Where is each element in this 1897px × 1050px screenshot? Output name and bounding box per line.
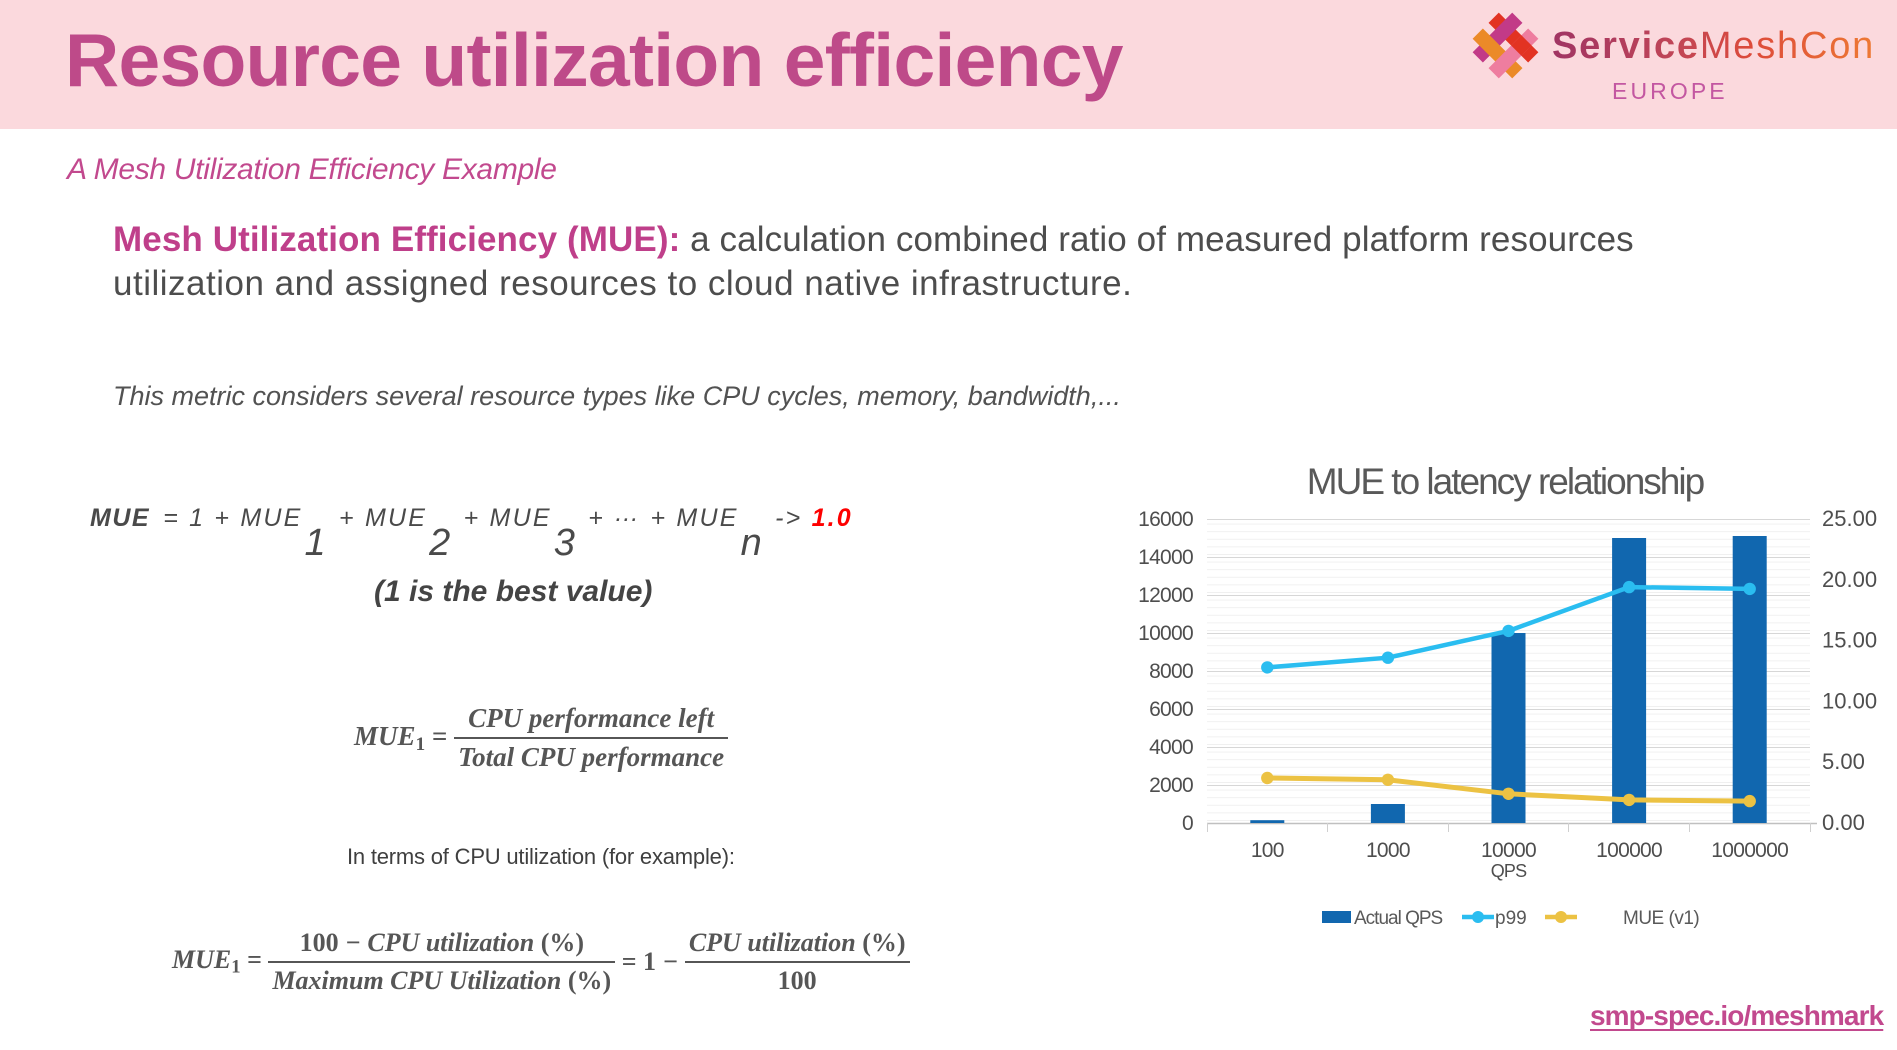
svg-text:100: 100 bbox=[1251, 839, 1284, 862]
svg-text:20.00: 20.00 bbox=[1822, 567, 1877, 592]
svg-text:25.00: 25.00 bbox=[1822, 506, 1877, 531]
svg-text:100000: 100000 bbox=[1596, 839, 1662, 862]
svg-text:Actual QPS: Actual QPS bbox=[1354, 908, 1443, 929]
svg-text:p99: p99 bbox=[1495, 908, 1527, 929]
svg-text:5.00: 5.00 bbox=[1822, 749, 1865, 774]
svg-text:16000: 16000 bbox=[1138, 508, 1193, 531]
svg-text:QPS: QPS bbox=[1491, 861, 1527, 881]
svg-text:14000: 14000 bbox=[1138, 546, 1193, 569]
svg-text:8000: 8000 bbox=[1149, 660, 1193, 683]
svg-text:4000: 4000 bbox=[1149, 736, 1193, 759]
svg-text:1000: 1000 bbox=[1366, 839, 1410, 862]
svg-text:10000: 10000 bbox=[1138, 622, 1193, 645]
svg-text:6000: 6000 bbox=[1149, 698, 1193, 721]
svg-text:15.00: 15.00 bbox=[1822, 628, 1877, 653]
svg-text:0: 0 bbox=[1182, 812, 1193, 835]
svg-text:MUE to latency relationship: MUE to latency relationship bbox=[1307, 461, 1705, 502]
svg-text:10.00: 10.00 bbox=[1822, 688, 1877, 713]
svg-text:12000: 12000 bbox=[1138, 584, 1193, 607]
svg-text:1000000: 1000000 bbox=[1711, 839, 1788, 862]
svg-text:2000: 2000 bbox=[1149, 774, 1193, 797]
svg-text:MUE (v1): MUE (v1) bbox=[1623, 908, 1699, 929]
svg-text:0.00: 0.00 bbox=[1822, 810, 1865, 835]
svg-text:10000: 10000 bbox=[1481, 839, 1536, 862]
